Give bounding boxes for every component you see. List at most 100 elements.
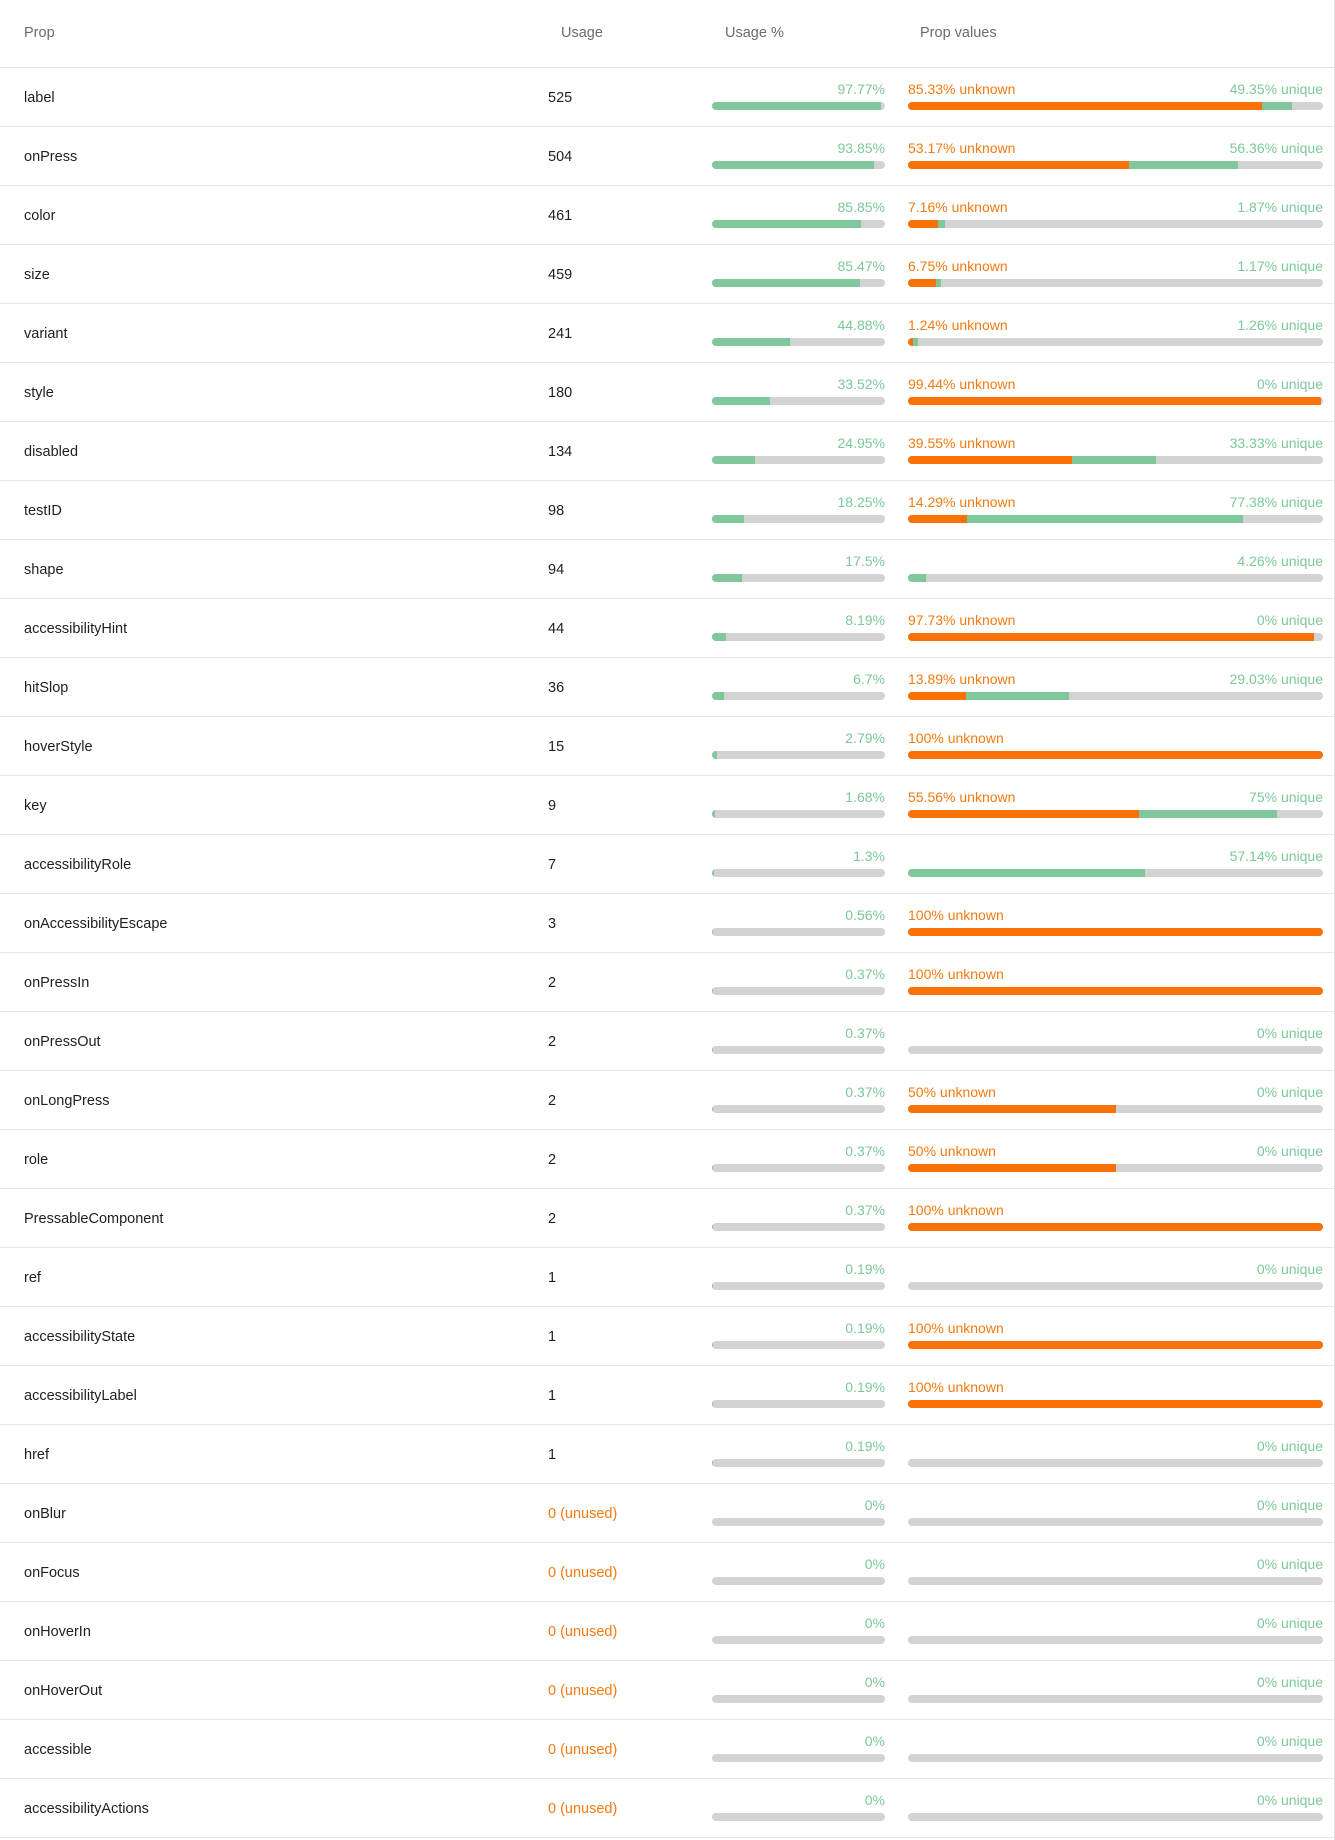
usage-count: 180 — [548, 385, 573, 401]
unknown-percent-label: 97.73% unknown — [908, 612, 1016, 628]
table-row[interactable]: onPressIn 2 0.37% 100% unknown — [0, 953, 1335, 1012]
table-row[interactable]: onPress 504 93.85% 53.17% unknown 56.36% uni… — [0, 127, 1335, 186]
usage-percent-label: 0.37% — [845, 1084, 885, 1100]
prop-values-bar — [908, 928, 1323, 936]
table-row[interactable]: accessibilityActions 0 (unused) 0% 0% uniqu… — [0, 1779, 1335, 1838]
table-row[interactable]: style 180 33.52% 99.44% unknown 0% unique — [0, 363, 1335, 422]
prop-name: hoverStyle — [24, 739, 93, 755]
usage-bar — [712, 1046, 885, 1054]
usage-percent-label: 0% — [864, 1792, 885, 1808]
table-row[interactable]: onLongPress 2 0.37% 50% unknown 0% unique — [0, 1071, 1335, 1130]
usage-count: 2 — [548, 1093, 557, 1109]
table-row[interactable]: onFocus 0 (unused) 0% 0% unique — [0, 1543, 1335, 1602]
usage-bar — [712, 1518, 885, 1526]
usage-bar — [712, 869, 885, 877]
unique-percent-label: 29.03% unique — [1229, 671, 1323, 687]
unique-percent-label: 0% unique — [1256, 1497, 1323, 1513]
usage-percent-label: 2.79% — [845, 730, 885, 746]
usage-bar-fill — [712, 279, 860, 287]
unknown-fill — [908, 161, 1129, 169]
table-row[interactable]: disabled 134 24.95% 39.55% unknown 33.33% un… — [0, 422, 1335, 481]
usage-bar-fill — [712, 1105, 713, 1113]
prop-name: testID — [24, 503, 62, 519]
table-row[interactable]: accessibilityHint 44 8.19% 97.73% unknown 0%… — [0, 599, 1335, 658]
header-prop[interactable]: Prop — [24, 25, 55, 41]
unique-percent-label: 77.38% unique — [1229, 494, 1323, 510]
usage-percent-label: 0.37% — [845, 1143, 885, 1159]
usage-count: 0 (unused) — [548, 1801, 618, 1817]
header-usage-percent[interactable]: Usage % — [725, 25, 784, 41]
header-prop-values[interactable]: Prop values — [920, 25, 997, 41]
table-row[interactable]: hoverStyle 15 2.79% 100% unknown — [0, 717, 1335, 776]
table-row[interactable]: role 2 0.37% 50% unknown 0% unique — [0, 1130, 1335, 1189]
table-row[interactable]: testID 98 18.25% 14.29% unknown 77.38% uniqu… — [0, 481, 1335, 540]
prop-values-bar — [908, 161, 1323, 169]
prop-values-bar — [908, 1813, 1323, 1821]
table-row[interactable]: accessible 0 (unused) 0% 0% unique — [0, 1720, 1335, 1779]
table-row[interactable]: label 525 97.77% 85.33% unknown 49.35% uniqu… — [0, 68, 1335, 127]
prop-name: accessibilityRole — [24, 857, 132, 873]
table-row[interactable]: onPressOut 2 0.37% 0% unique — [0, 1012, 1335, 1071]
table-row[interactable]: hitSlop 36 6.7% 13.89% unknown 29.03% unique — [0, 658, 1335, 717]
unique-percent-label: 57.14% unique — [1229, 848, 1323, 864]
unique-percent-label: 1.87% unique — [1237, 199, 1323, 215]
usage-count: 1 — [548, 1447, 557, 1463]
unknown-percent-label: 100% unknown — [908, 966, 1004, 982]
table-row[interactable]: onAccessibilityEscape 3 0.56% 100% unknown — [0, 894, 1335, 953]
table-row[interactable]: href 1 0.19% 0% unique — [0, 1425, 1335, 1484]
usage-count: 36 — [548, 680, 565, 696]
usage-count: 0 (unused) — [548, 1565, 618, 1581]
prop-values-bar — [908, 515, 1323, 523]
usage-percent-label: 0% — [864, 1615, 885, 1631]
table-row[interactable]: onHoverOut 0 (unused) 0% 0% unique — [0, 1661, 1335, 1720]
prop-name: style — [24, 385, 54, 401]
usage-bar — [712, 810, 885, 818]
table-row[interactable]: onHoverIn 0 (unused) 0% 0% unique — [0, 1602, 1335, 1661]
unique-percent-label: 75% unique — [1249, 789, 1323, 805]
unknown-percent-label: 53.17% unknown — [908, 140, 1016, 156]
unique-percent-label: 0% unique — [1256, 376, 1323, 392]
unique-percent-label: 0% unique — [1256, 1143, 1323, 1159]
usage-percent-label: 93.85% — [837, 140, 885, 156]
usage-bar-fill — [712, 1223, 713, 1231]
table-row[interactable]: size 459 85.47% 6.75% unknown 1.17% unique — [0, 245, 1335, 304]
usage-bar — [712, 1459, 885, 1467]
table-row[interactable]: PressableComponent 2 0.37% 100% unknown — [0, 1189, 1335, 1248]
usage-count: 504 — [548, 149, 573, 165]
usage-count: 1 — [548, 1329, 557, 1345]
header-usage[interactable]: Usage — [561, 25, 603, 41]
table-row[interactable]: onBlur 0 (unused) 0% 0% unique — [0, 1484, 1335, 1543]
prop-name: accessibilityHint — [24, 621, 128, 637]
table-row[interactable]: accessibilityLabel 1 0.19% 100% unknown — [0, 1366, 1335, 1425]
table-row[interactable]: key 9 1.68% 55.56% unknown 75% unique — [0, 776, 1335, 835]
unknown-fill — [908, 810, 1139, 818]
usage-count: 1 — [548, 1388, 557, 1404]
prop-values-bar — [908, 692, 1323, 700]
table-row[interactable]: ref 1 0.19% 0% unique — [0, 1248, 1335, 1307]
unknown-percent-label: 14.29% unknown — [908, 494, 1016, 510]
usage-count: 525 — [548, 90, 573, 106]
table-row[interactable]: color 461 85.85% 7.16% unknown 1.87% unique — [0, 186, 1335, 245]
usage-count: 2 — [548, 1152, 557, 1168]
usage-bar-fill — [712, 1164, 713, 1172]
usage-bar-fill — [712, 633, 727, 641]
usage-bar-fill — [712, 397, 770, 405]
prop-values-bar — [908, 987, 1323, 995]
unknown-percent-label: 100% unknown — [908, 1379, 1004, 1395]
usage-bar-fill — [712, 987, 713, 995]
usage-percent-label: 0.19% — [845, 1379, 885, 1395]
usage-bar-fill — [712, 220, 861, 228]
table-row[interactable]: accessibilityRole 7 1.3% 57.14% unique — [0, 835, 1335, 894]
prop-name: onPressOut — [24, 1034, 101, 1050]
prop-name: accessibilityLabel — [24, 1388, 137, 1404]
unique-percent-label: 33.33% unique — [1229, 435, 1323, 451]
unique-fill — [908, 869, 1146, 877]
usage-bar — [712, 1223, 885, 1231]
table-row[interactable]: variant 241 44.88% 1.24% unknown 1.26% uniqu… — [0, 304, 1335, 363]
usage-percent-label: 0.37% — [845, 1025, 885, 1041]
usage-bar-fill — [712, 751, 717, 759]
prop-name: label — [24, 90, 55, 106]
prop-values-bar — [908, 1223, 1323, 1231]
table-row[interactable]: shape 94 17.5% 4.26% unique — [0, 540, 1335, 599]
table-row[interactable]: accessibilityState 1 0.19% 100% unknown — [0, 1307, 1335, 1366]
